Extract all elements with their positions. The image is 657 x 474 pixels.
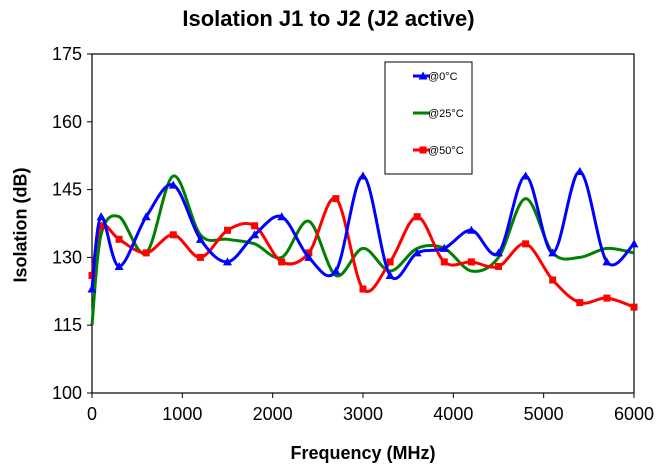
data-point (603, 294, 611, 302)
x-tick-label: 0 (87, 404, 97, 424)
x-axis-label: Frequency (MHz) (290, 443, 436, 463)
x-tick-label: 3000 (343, 404, 383, 424)
data-point (522, 240, 530, 248)
data-point (304, 252, 314, 261)
data-point (576, 299, 584, 307)
plot-background (92, 54, 634, 393)
data-point (495, 262, 502, 270)
data-point (305, 249, 313, 257)
tick-labels: 0 1000 2000 3000 4000 5000 6000 100 115 130 145 160… (52, 44, 654, 424)
data-point (114, 261, 124, 270)
data-point (332, 195, 340, 203)
data-point (575, 167, 585, 176)
data-point (413, 213, 421, 221)
series-line (90, 197, 635, 309)
data-point (466, 225, 476, 234)
data-point (494, 248, 503, 257)
data-point (549, 276, 557, 284)
data-point (97, 222, 105, 230)
x-tick-label: 6000 (614, 404, 654, 424)
data-point (196, 253, 204, 261)
y-tick-label: 145 (52, 180, 82, 200)
x-tick-label: 1000 (162, 404, 202, 424)
data-point (87, 284, 97, 293)
data-point (141, 212, 151, 221)
data-point (168, 180, 178, 189)
data-point (386, 258, 394, 266)
chart-title: Isolation J1 to J2 (J2 active) (182, 6, 475, 31)
y-tick-label: 130 (52, 247, 82, 267)
data-point (169, 231, 177, 239)
plot-area (91, 53, 635, 394)
legend-box (384, 61, 473, 175)
series-layer (87, 167, 639, 326)
x-tick-label: 4000 (433, 404, 473, 424)
data-point (602, 257, 612, 266)
y-tick-label: 100 (52, 383, 82, 403)
y-tick-label: 160 (52, 112, 82, 132)
data-point (630, 303, 638, 311)
legend-swatch-marker (419, 146, 427, 154)
data-point (142, 249, 150, 257)
data-point (250, 230, 260, 239)
y-tick-label: 175 (52, 44, 82, 64)
legend-label: @0°C (428, 71, 458, 83)
data-point (521, 171, 531, 180)
data-point (224, 226, 231, 234)
series-2 (88, 195, 638, 311)
legend-swatch-marker (418, 71, 428, 80)
series-1 (90, 174, 635, 326)
legend-label: @25°C (428, 108, 464, 120)
series-line (90, 174, 635, 326)
data-point (331, 266, 341, 275)
data-point (115, 235, 123, 243)
data-point (251, 222, 259, 230)
legend: @0°C @25°C @50°C (384, 61, 473, 175)
data-point (278, 258, 286, 266)
data-point (439, 243, 449, 252)
data-point (548, 248, 558, 257)
data-point (385, 270, 395, 279)
data-point (277, 212, 287, 221)
x-tick-label: 2000 (253, 404, 293, 424)
series-0 (87, 167, 639, 293)
data-point (195, 234, 205, 243)
legend-label: @50°C (428, 145, 464, 157)
data-point (440, 258, 448, 266)
data-point (412, 248, 422, 257)
data-point (467, 258, 475, 266)
data-point (96, 212, 106, 221)
data-point (629, 239, 639, 248)
data-point (223, 257, 232, 266)
data-point (359, 285, 367, 293)
data-point (358, 171, 368, 180)
x-tick-label: 5000 (524, 404, 564, 424)
y-tick-label: 115 (53, 315, 82, 335)
